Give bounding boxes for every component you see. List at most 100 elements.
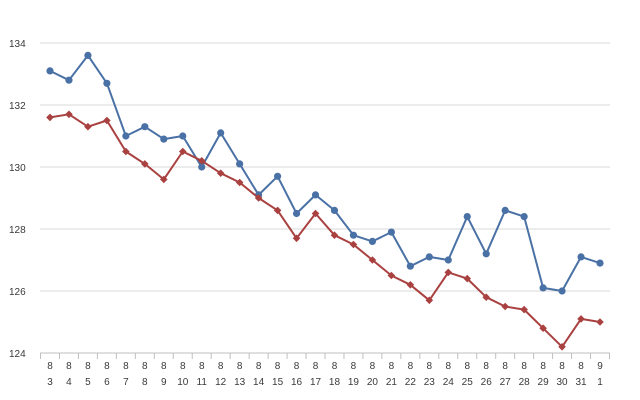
x-tick-label-month: 8 (275, 361, 281, 372)
x-tick-label-month: 8 (104, 361, 110, 372)
x-tick-label-day: 15 (272, 377, 284, 388)
series-1-point (425, 253, 433, 261)
x-tick-label-day: 31 (575, 377, 587, 388)
series-1-point (520, 213, 528, 221)
series-2-point (368, 256, 377, 264)
series-2-point (46, 113, 54, 122)
x-tick-label-day: 16 (291, 377, 303, 388)
x-tick-label-day: 26 (481, 377, 493, 388)
series-2-point (254, 194, 263, 202)
x-tick-label-month: 8 (313, 361, 319, 372)
x-tick-label-month: 8 (502, 361, 508, 372)
x-tick-label-month: 8 (218, 361, 224, 372)
x-tick-label-month: 8 (180, 361, 186, 372)
series-2-point (444, 268, 453, 277)
x-tick-label-day: 3 (47, 377, 53, 388)
series-1-point (387, 228, 395, 236)
x-tick-label-day: 1 (597, 377, 603, 388)
series-2-point (178, 147, 187, 156)
x-tick-label-day: 21 (386, 377, 398, 388)
x-tick-label-day: 24 (443, 377, 455, 388)
x-tick-label-month: 8 (199, 361, 205, 372)
series-1-point (558, 287, 566, 295)
x-tick-label-month: 8 (408, 361, 414, 372)
x-tick-label-day: 29 (538, 377, 550, 388)
series-1-point (198, 163, 206, 171)
series-2-point (349, 240, 358, 249)
x-tick-label-month: 8 (464, 361, 470, 372)
x-tick-label-day: 12 (215, 377, 227, 388)
series-1-point (46, 67, 54, 75)
y-tick-label: 132 (9, 101, 26, 112)
series-1-point (482, 250, 490, 258)
series-2-point (406, 281, 415, 289)
series-1-point (577, 253, 585, 261)
series-2-point (84, 122, 92, 131)
x-tick-label-day: 14 (253, 377, 265, 388)
series-1-point (141, 123, 149, 131)
x-tick-label-month: 8 (47, 361, 53, 372)
x-tick-label-day: 7 (123, 377, 129, 388)
series-1-point (273, 172, 282, 180)
x-tick-label-month: 8 (294, 361, 300, 372)
series-2-point (159, 175, 168, 184)
x-tick-label-month: 8 (427, 361, 433, 372)
series-1-point (539, 284, 547, 292)
series-1-point (463, 213, 471, 221)
series-1-point (103, 79, 111, 87)
series-1-point (179, 132, 187, 140)
x-tick-label-day: 20 (367, 377, 379, 388)
x-tick-label-month: 8 (85, 361, 91, 372)
x-tick-label-day: 4 (66, 377, 72, 388)
x-tick-label-day: 30 (557, 377, 569, 388)
x-tick-label-month: 8 (483, 361, 489, 372)
series-2-point (520, 305, 528, 314)
series-2-point (558, 343, 566, 351)
x-tick-label-month: 8 (578, 361, 584, 372)
series-2-point (292, 234, 301, 243)
x-tick-label-month: 8 (521, 361, 527, 372)
x-tick-label-day: 22 (405, 377, 417, 388)
series-1-point (217, 129, 225, 137)
series-2-point (141, 160, 149, 168)
x-tick-label-day: 19 (348, 377, 360, 388)
series-2-point (387, 271, 396, 280)
series-2-point (501, 302, 509, 311)
x-tick-label-month: 8 (370, 361, 376, 372)
series-1-point (596, 259, 604, 267)
series-1-point (311, 191, 320, 199)
x-tick-label-day: 5 (85, 377, 91, 388)
x-tick-label-day: 27 (500, 377, 512, 388)
series-2-point (235, 178, 244, 187)
x-tick-label-month: 8 (389, 361, 395, 372)
y-tick-label: 128 (9, 225, 26, 236)
x-tick-label-month: 8 (559, 361, 565, 372)
series-1-point (444, 256, 452, 264)
x-tick-label-month: 8 (142, 361, 148, 372)
x-tick-label-day: 17 (310, 377, 322, 388)
x-tick-label-month: 9 (597, 361, 603, 372)
y-tick-label: 130 (9, 163, 26, 174)
series-1-point (160, 135, 168, 143)
series-2-point (216, 169, 225, 177)
series-1-point (368, 237, 377, 245)
series-2-point (482, 293, 491, 301)
x-tick-label-day: 23 (424, 377, 436, 388)
series-2-point (65, 110, 73, 119)
series-2-point (122, 147, 130, 156)
series-2-point (463, 274, 472, 283)
series-1-point (122, 132, 130, 140)
x-tick-label-month: 8 (123, 361, 129, 372)
x-tick-label-month: 8 (66, 361, 72, 372)
series-2-point (311, 209, 320, 218)
y-tick-label: 134 (9, 39, 26, 50)
x-tick-label-month: 8 (256, 361, 262, 372)
x-tick-label-day: 25 (462, 377, 474, 388)
x-tick-label-month: 8 (332, 361, 338, 372)
series-1-point (501, 206, 509, 214)
series-2-point (330, 231, 339, 239)
series-1-point (292, 209, 301, 218)
series-1-line (49, 54, 601, 292)
series-2-point (103, 116, 111, 125)
